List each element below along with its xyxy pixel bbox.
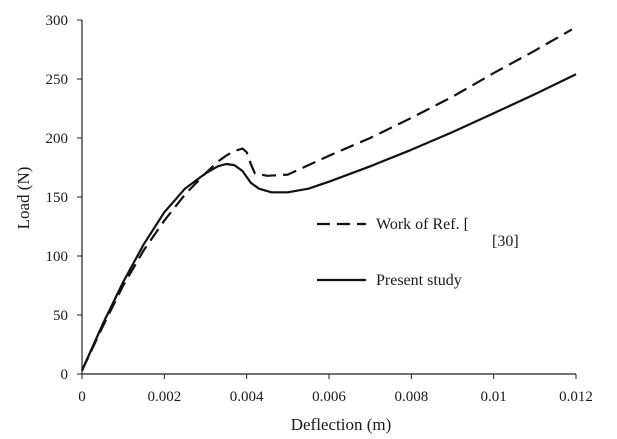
legend: Work of Ref. [ Present study	[317, 216, 469, 289]
y-tick-label: 150	[46, 190, 69, 206]
x-tick-label: 0.012	[559, 389, 593, 405]
plot-area: 0 50 100 150 200 250 300 0 0.002 0.004 0.006 0.008…	[46, 13, 593, 405]
x-tick-label: 0.004	[230, 389, 264, 405]
reference-number-overlay: [30]	[492, 233, 519, 250]
y-tick-label: 50	[53, 308, 68, 324]
x-axis-title: Deflection (m)	[291, 415, 392, 434]
series-line-work-of-ref	[81, 28, 573, 371]
y-ticks: 0 50 100 150 200 250 300	[46, 13, 82, 383]
x-tick-label: 0.008	[394, 389, 428, 405]
y-tick-label: 0	[61, 367, 69, 383]
x-tick-label: 0	[78, 389, 86, 405]
x-tick-label: 0.006	[312, 389, 346, 405]
y-tick-label: 200	[46, 131, 69, 147]
series-group	[80, 28, 577, 371]
legend-label-present-study: Present study	[376, 272, 462, 289]
series-line-present-study	[80, 73, 577, 371]
y-tick-label: 100	[46, 249, 69, 265]
y-tick-label: 300	[46, 13, 69, 29]
x-tick-label: 0.002	[147, 389, 181, 405]
x-ticks: 0 0.002 0.004 0.006 0.008 0.01 0.012	[78, 374, 593, 405]
y-tick-label: 250	[46, 72, 69, 88]
legend-label-work-of-ref: Work of Ref. [	[376, 216, 469, 233]
x-tick-label: 0.01	[481, 389, 507, 405]
y-axis-title: Load (N)	[14, 167, 33, 230]
